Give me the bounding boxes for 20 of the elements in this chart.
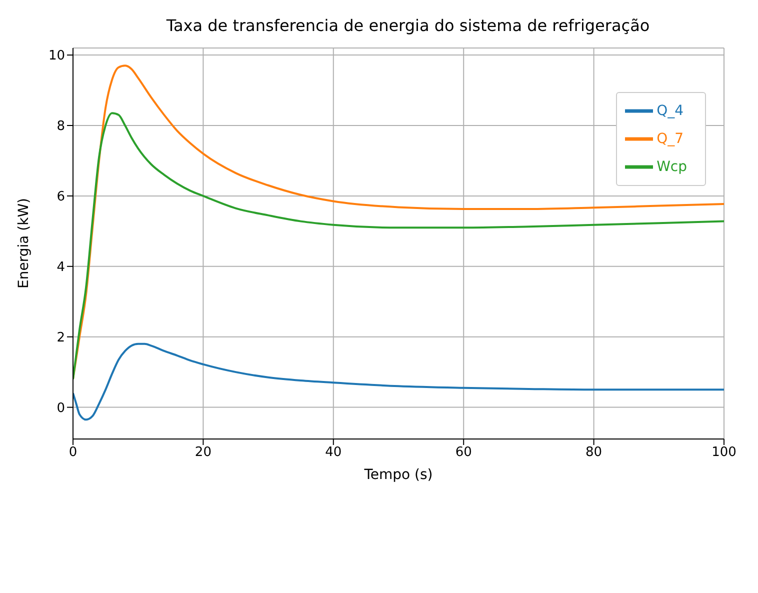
x-tick-label: 0: [68, 445, 78, 460]
x-tick-label: 60: [455, 445, 472, 460]
y-tick-label: 6: [56, 190, 65, 205]
y-tick-label: 0: [56, 400, 65, 416]
chart-title: Taxa de transferencia de energia do sistema de refrigeração: [165, 15, 651, 37]
y-tick-label: 4: [56, 260, 65, 276]
y-axis-title: Energia (kW): [16, 198, 32, 288]
y-tick-label: 2: [56, 330, 65, 346]
legend-label: Wcp: [656, 158, 687, 175]
legend-label: Q_4: [656, 102, 684, 119]
x-tick-label: 80: [586, 445, 602, 460]
y-tick-label: 8: [56, 119, 65, 134]
legend-label: Q_7: [656, 130, 684, 147]
x-axis-title: Tempo (s): [363, 467, 433, 483]
x-tick-label: 20: [194, 445, 212, 460]
line-series: [73, 342, 724, 421]
line-series: [73, 64, 724, 380]
x-tick-label: 40: [325, 445, 342, 460]
x-tick-label: 100: [712, 445, 736, 460]
y-tick-label: 10: [48, 48, 65, 64]
